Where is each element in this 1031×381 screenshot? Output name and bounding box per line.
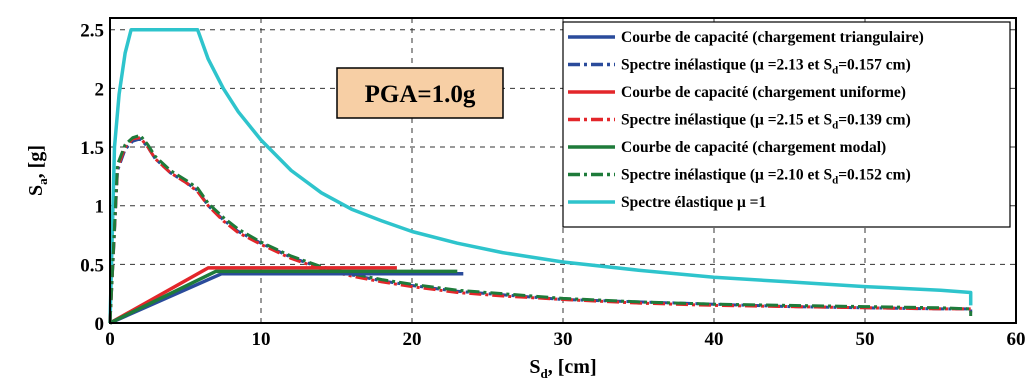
y-tick-label: 1 — [95, 197, 105, 218]
tick-labels: 0 10 20 30 40 50 60 0 0.5 1 1.5 2 2.5 — [80, 21, 1025, 350]
x-tick-label: 40 — [705, 329, 724, 350]
series-layer — [108, 27, 973, 325]
legend-label-5: Spectre inélastique (μ =2.10 et Sd=0.152… — [621, 167, 911, 187]
annotation-box — [336, 67, 504, 119]
pga-annotation: PGA=1.0g — [336, 67, 504, 119]
y-axis-title: Sa, [g] — [25, 145, 50, 196]
series-line-1 — [108, 137, 973, 324]
legend-label-0: Courbe de capacité (chargement triangula… — [621, 29, 924, 46]
x-tick-label: 20 — [403, 329, 422, 350]
legend-box — [562, 21, 1011, 228]
legend-label-2: Courbe de capacité (chargement uniforme) — [621, 84, 906, 101]
y-tick-label: 0.5 — [80, 255, 104, 276]
legend-label-1: Spectre inélastique (μ =2.13 et Sd=0.157… — [621, 57, 911, 77]
y-tick-label: 2 — [95, 79, 105, 100]
y-tick-label: 0 — [95, 314, 105, 335]
x-tick-label: 60 — [1007, 329, 1026, 350]
y-tick-label: 2.5 — [80, 21, 104, 42]
x-tick-label: 10 — [252, 329, 271, 350]
series-line-6 — [108, 27, 973, 324]
legend: Courbe de capacité (chargement triangula… — [562, 21, 1011, 228]
plot-frame — [109, 17, 1017, 324]
x-tick-label: 30 — [554, 329, 573, 350]
series-line-4 — [109, 269, 458, 325]
y-tick-label: 1.5 — [80, 138, 104, 159]
x-tick-label: 50 — [856, 329, 875, 350]
annotation-text: PGA=1.0g — [365, 81, 476, 108]
x-axis-title: Sd, [cm] — [529, 356, 596, 381]
legend-label-6: Spectre élastique μ =1 — [621, 194, 766, 211]
legend-label-3: Spectre inélastique (μ =2.15 et Sd=0.139… — [621, 112, 911, 132]
series-line-5 — [108, 133, 973, 324]
series-line-2 — [109, 266, 397, 325]
legend-label-4: Courbe de capacité (chargement modal) — [621, 139, 886, 156]
x-tick-label: 0 — [105, 329, 115, 350]
